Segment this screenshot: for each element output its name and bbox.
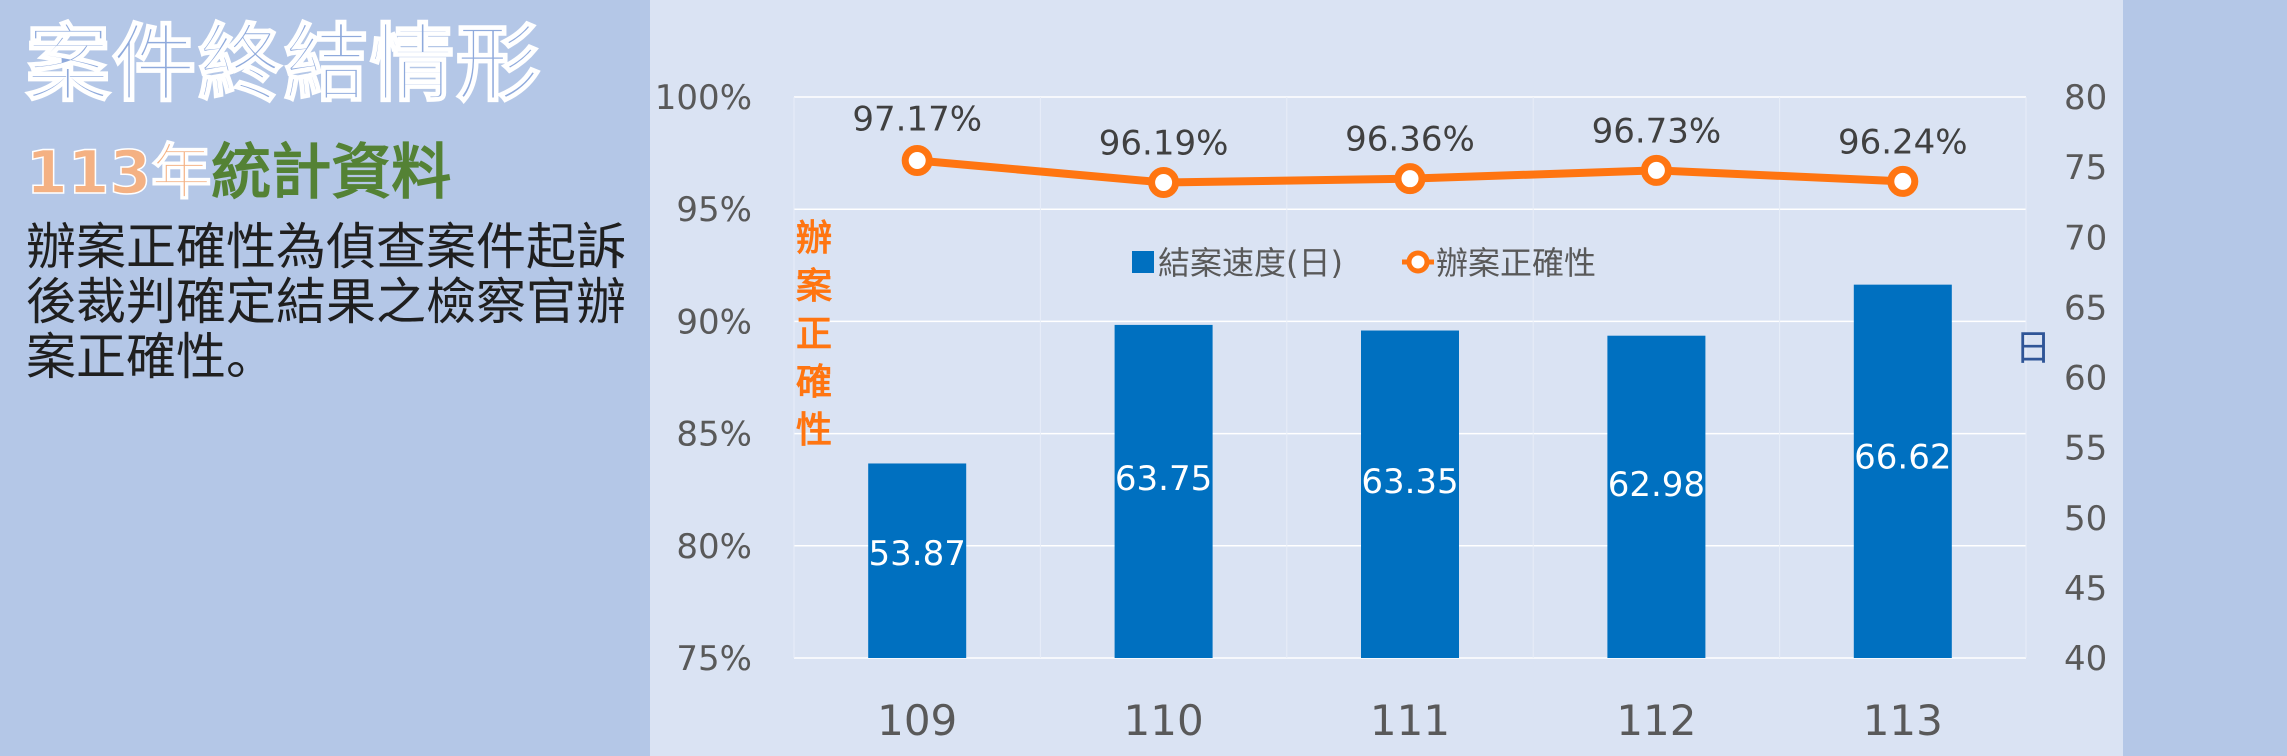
y-right-tick-label: 70 (2064, 218, 2107, 258)
y-right-tick-label: 40 (2064, 639, 2107, 679)
legend-line-marker (1406, 250, 1430, 274)
line-marker (1394, 163, 1426, 195)
line-marker (1640, 154, 1672, 186)
page-subtitle: 113年統計資料 (25, 142, 451, 204)
x-tick-label: 110 (1124, 696, 1204, 745)
right-margin-strip (2123, 0, 2287, 756)
subtitle-rest: 統計資料 (211, 138, 452, 208)
x-tick-label: 111 (1370, 696, 1450, 745)
line-data-label: 96.19% (1099, 123, 1229, 163)
bar-data-label: 66.62 (1854, 437, 1951, 477)
subtitle-year: 113年 (25, 138, 212, 208)
bar-data-label: 62.98 (1608, 465, 1705, 505)
x-tick-label: 112 (1616, 696, 1696, 745)
y-left-tick-label: 75% (676, 639, 752, 679)
bar-data-label: 63.35 (1361, 462, 1458, 502)
line-data-label: 96.36% (1345, 120, 1475, 160)
legend-line-label: 辦案正確性 (1436, 244, 1596, 282)
bar (868, 463, 967, 658)
line-marker (1887, 165, 1919, 197)
line-data-label: 96.24% (1838, 122, 1968, 162)
line-data-label: 97.17% (852, 100, 982, 140)
y-left-tick-label: 80% (676, 527, 752, 567)
bar-data-label: 53.87 (869, 534, 966, 574)
x-tick-label: 109 (877, 696, 957, 745)
y-right-tick-label: 55 (2064, 429, 2107, 469)
y-right-tick-label: 60 (2064, 359, 2107, 399)
chart-panel: 75% 80% 85% 90% 95% 100% 40 45 50 55 60 65 70 75 80 53.… (650, 0, 2123, 756)
bar (1361, 330, 1459, 658)
legend-bar-swatch (1132, 251, 1154, 273)
legend-bar-label: 結案速度(日) (1158, 244, 1343, 282)
y-left-axis-title: 辦案正確性 (796, 218, 833, 451)
y-right-tick-label: 45 (2064, 569, 2107, 609)
y-right-tick-label: 75 (2064, 148, 2107, 188)
text-panel: 案件終結情形 113年統計資料 辦案正確性為偵查案件起訴後裁判確定結果之檢察官辦… (0, 0, 650, 756)
page-title: 案件終結情形 (25, 15, 543, 113)
bar-data-label: 63.75 (1115, 459, 1212, 499)
y-left-tick-label: 100% (655, 78, 752, 118)
y-left-tick-label: 95% (676, 190, 752, 230)
y-right-tick-label: 65 (2064, 288, 2107, 328)
line-marker (1148, 166, 1180, 198)
y-right-tick-label: 50 (2064, 499, 2107, 539)
combo-chart: 75% 80% 85% 90% 95% 100% 40 45 50 55 60 65 70 75 80 53.… (655, 78, 2107, 745)
bar (1853, 284, 1952, 658)
line-marker (901, 145, 933, 177)
description-text: 辦案正確性為偵查案件起訴後裁判確定結果之檢察官辦案正確性。 (26, 218, 626, 386)
x-tick-label: 113 (1863, 696, 1943, 745)
bar (1114, 324, 1213, 658)
y-left-tick-label: 85% (676, 415, 752, 455)
y-right-axis-title: 日 (2015, 328, 2051, 369)
y-right-tick-label: 80 (2064, 78, 2107, 118)
line-data-label: 96.73% (1592, 111, 1722, 151)
y-left-tick-label: 90% (676, 302, 752, 342)
bar (1607, 335, 1706, 658)
